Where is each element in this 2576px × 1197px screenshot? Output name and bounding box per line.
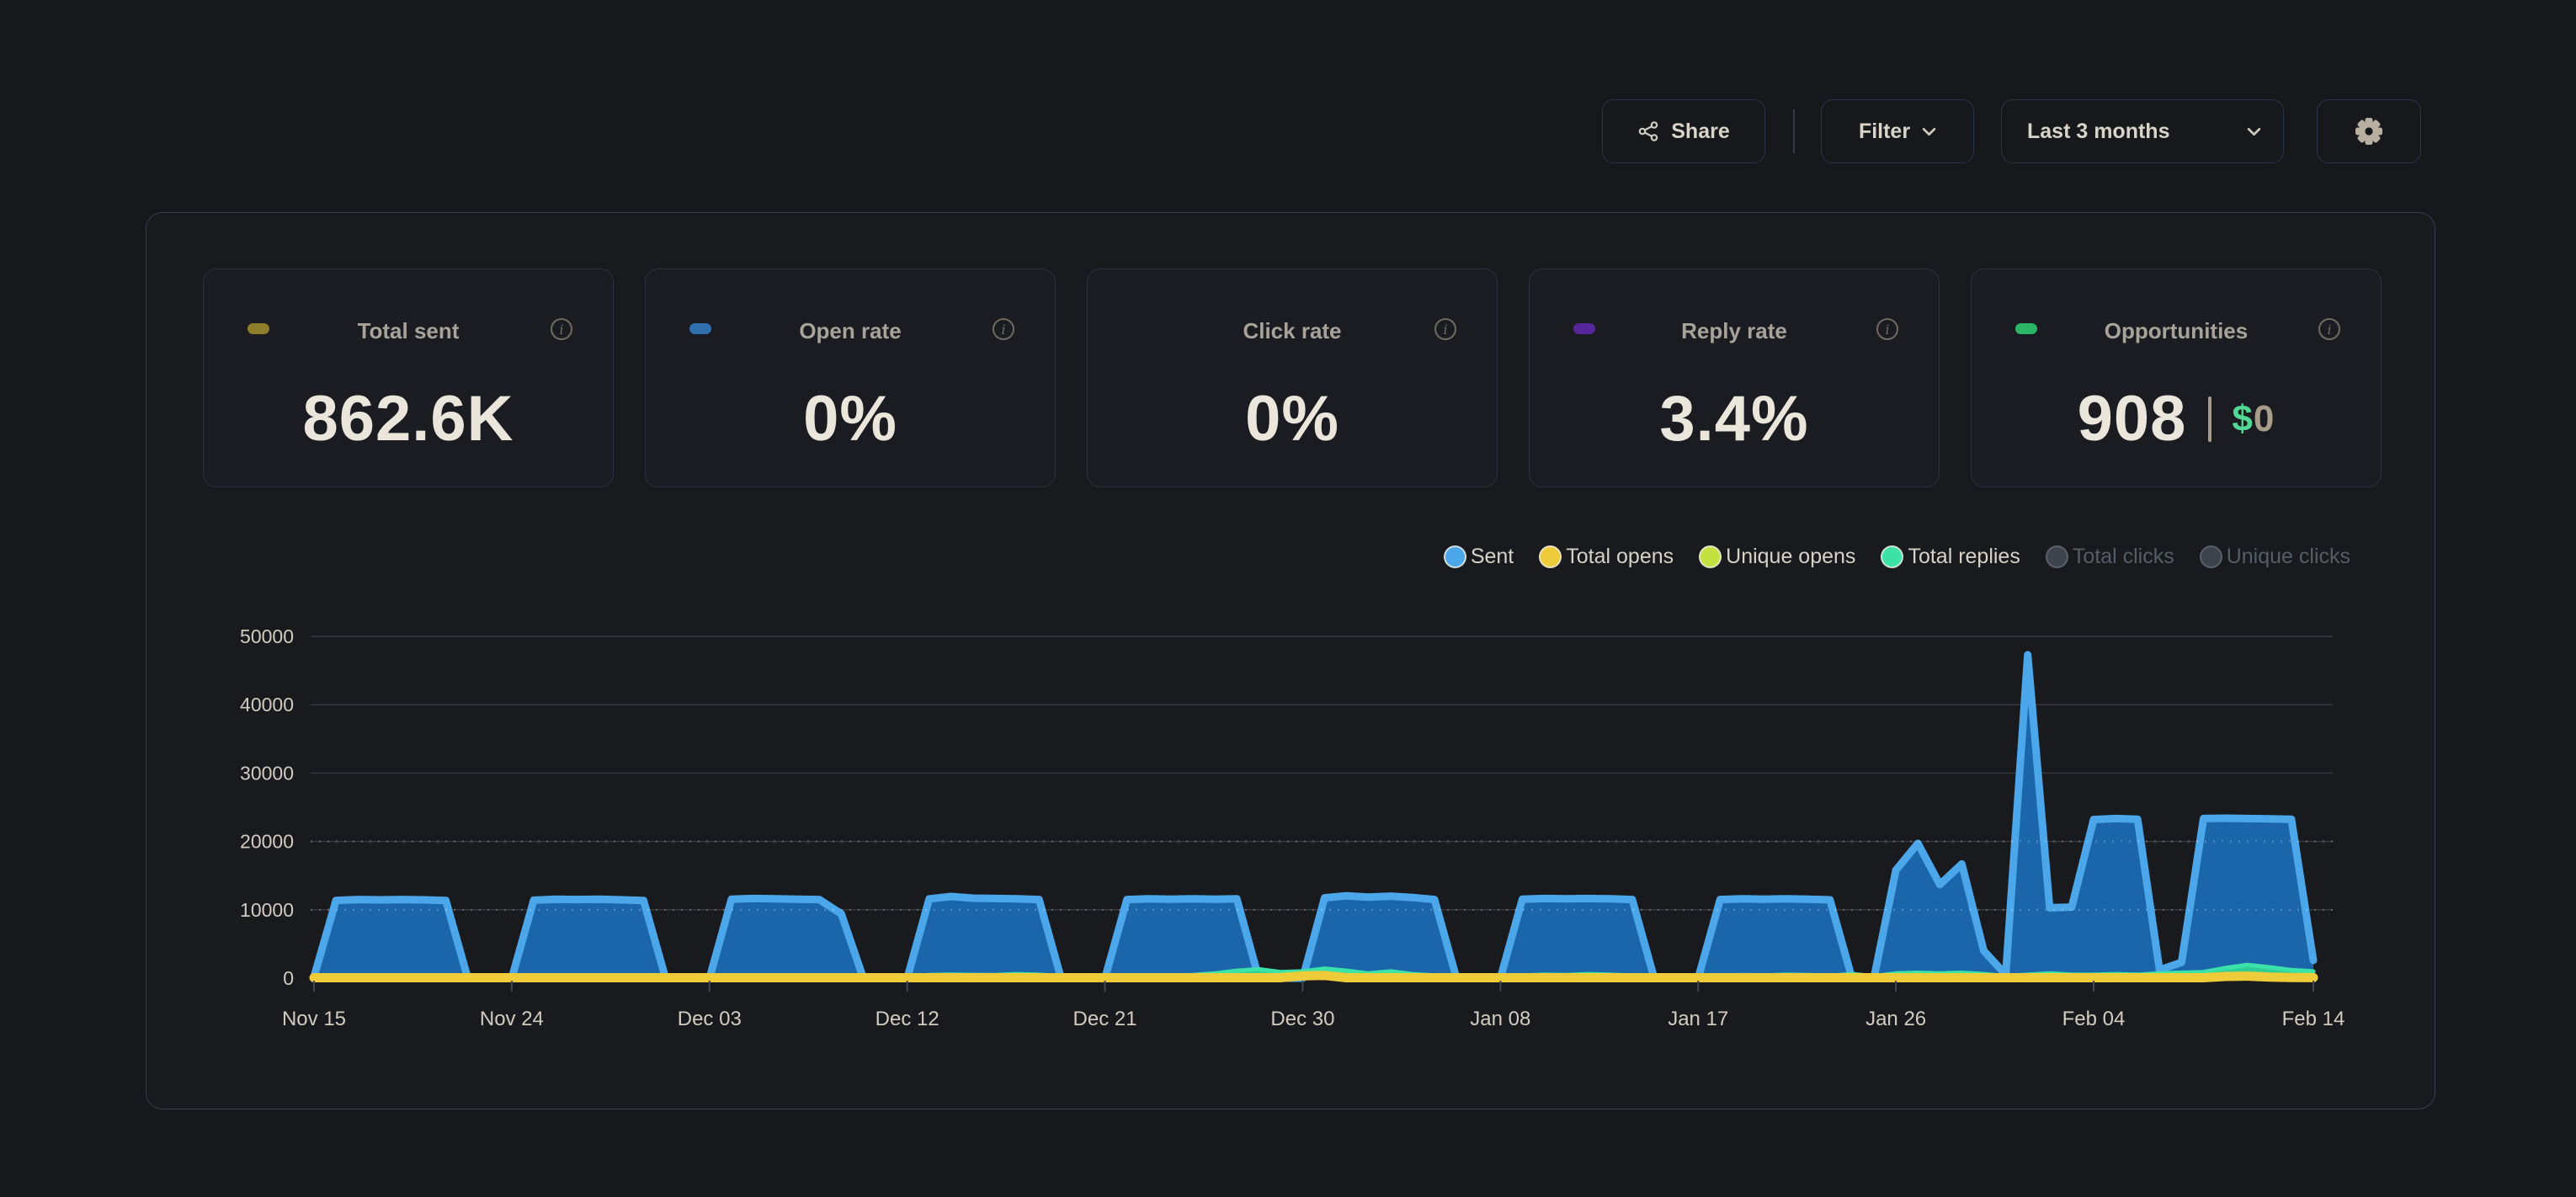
- y-axis-label: 40000: [240, 694, 294, 716]
- legend-dot: [2199, 545, 2222, 568]
- x-axis-label: Feb 04: [2062, 1008, 2126, 1030]
- legend-label: Sent: [1470, 545, 1514, 568]
- svg-text:i: i: [559, 322, 563, 338]
- x-axis-label: Jan 26: [1865, 1008, 1926, 1030]
- opportunities-value: $0: [2232, 398, 2275, 439]
- legend-item-total-replies[interactable]: Total replies: [1881, 545, 2020, 569]
- info-icon[interactable]: i: [549, 317, 574, 342]
- chart-canvas[interactable]: 0 10000 20000 30000 40000 50000 Nov 15 Nov 24 De…: [169, 624, 2408, 1036]
- analytics-panel: Total sent i 862.6K Open rate i 0% Click rate i…: [146, 212, 2435, 1109]
- currency-symbol: $: [2232, 398, 2254, 439]
- stat-value: 3.4%: [1659, 383, 1809, 455]
- svg-text:i: i: [2327, 322, 2331, 338]
- legend-dot: [2045, 545, 2068, 568]
- info-icon[interactable]: i: [2317, 317, 2342, 342]
- svg-text:i: i: [1001, 322, 1005, 338]
- stat-value: 0%: [803, 383, 897, 455]
- stat-value: 908 $0: [2077, 383, 2275, 455]
- legend-dot: [1881, 545, 1904, 568]
- info-icon[interactable]: i: [1875, 317, 1900, 342]
- value-divider: [2208, 396, 2212, 442]
- stat-card-click-rate: Click rate i 0%: [1087, 269, 1498, 487]
- stat-value: 0%: [1245, 383, 1339, 455]
- legend-label: Total opens: [1566, 545, 1674, 568]
- legend-label: Unique clicks: [2226, 545, 2350, 568]
- filter-button[interactable]: Filter: [1821, 99, 1974, 163]
- area-chart[interactable]: 0 10000 20000 30000 40000 50000 Nov 15 Nov 24 De…: [169, 624, 2408, 1036]
- stat-card-open-rate: Open rate i 0%: [645, 269, 1056, 487]
- x-axis-label: Feb 14: [2282, 1008, 2345, 1030]
- legend-label: Total clicks: [2072, 545, 2174, 568]
- settings-button[interactable]: [2317, 99, 2421, 163]
- gear-icon: [2354, 116, 2384, 146]
- filter-button-label: Filter: [1858, 119, 1911, 143]
- x-axis-label: Nov 15: [282, 1008, 346, 1030]
- stat-card-opportunities: Opportunities i 908 $0: [1971, 269, 2382, 487]
- y-axis-label: 30000: [240, 762, 294, 784]
- stat-series-pill: [1573, 323, 1595, 334]
- legend-item-total-clicks[interactable]: Total clicks: [2045, 545, 2174, 569]
- svg-text:i: i: [1443, 322, 1447, 338]
- date-range-select[interactable]: Last 3 months: [2001, 99, 2284, 163]
- x-axis-label: Jan 08: [1470, 1008, 1530, 1030]
- legend-dot: [1443, 545, 1466, 568]
- chart-legend: Sent Total opens Unique opens Total replies…: [1443, 545, 2350, 569]
- stat-card-reply-rate: Reply rate i 3.4%: [1529, 269, 1940, 487]
- y-axis-label: 20000: [240, 831, 294, 853]
- y-axis-label: 50000: [240, 625, 294, 647]
- stat-card-total-sent: Total sent i 862.6K: [203, 269, 614, 487]
- y-axis-label: 10000: [240, 899, 294, 921]
- chevron-down-icon: [1922, 127, 1936, 136]
- x-axis-label: Dec 21: [1073, 1008, 1137, 1030]
- stat-label: Opportunities: [2104, 318, 2249, 343]
- legend-item-unique-clicks[interactable]: Unique clicks: [2199, 545, 2350, 569]
- share-button[interactable]: Share: [1602, 99, 1765, 163]
- stat-series-pill: [247, 323, 269, 334]
- stat-label: Open rate: [799, 318, 902, 343]
- total-opens-line: [309, 971, 2318, 982]
- stat-label: Click rate: [1243, 318, 1342, 343]
- legend-label: Unique opens: [1726, 545, 1856, 568]
- legend-item-sent[interactable]: Sent: [1443, 545, 1514, 569]
- stat-label: Total sent: [357, 318, 460, 343]
- stat-series-pill: [2015, 323, 2037, 334]
- svg-text:i: i: [1885, 322, 1889, 338]
- legend-label: Total replies: [1908, 545, 2020, 568]
- chevron-down-icon: [2247, 127, 2261, 136]
- sent-line: [310, 651, 2318, 982]
- x-axis-label: Nov 24: [480, 1008, 544, 1030]
- legend-dot: [1539, 545, 1562, 568]
- legend-item-unique-opens[interactable]: Unique opens: [1699, 545, 1855, 569]
- y-axis-label: 0: [283, 967, 294, 989]
- x-axis-label: Jan 17: [1668, 1008, 1728, 1030]
- share-button-label: Share: [1671, 119, 1730, 143]
- share-icon: [1637, 120, 1659, 142]
- sent-area-fill: [314, 654, 2313, 978]
- info-icon[interactable]: i: [1433, 317, 1458, 342]
- info-icon[interactable]: i: [991, 317, 1016, 342]
- x-axis-label: Dec 30: [1270, 1008, 1334, 1030]
- x-axis-label: Dec 12: [876, 1008, 939, 1030]
- stat-label: Reply rate: [1681, 318, 1787, 343]
- x-axis-label: Dec 03: [678, 1008, 742, 1030]
- date-range-label: Last 3 months: [2027, 119, 2170, 143]
- stat-value: 862.6K: [302, 383, 514, 455]
- legend-item-total-opens[interactable]: Total opens: [1539, 545, 1674, 569]
- toolbar-divider: [1793, 109, 1795, 153]
- stat-series-pill: [689, 323, 711, 334]
- legend-dot: [1699, 545, 1722, 568]
